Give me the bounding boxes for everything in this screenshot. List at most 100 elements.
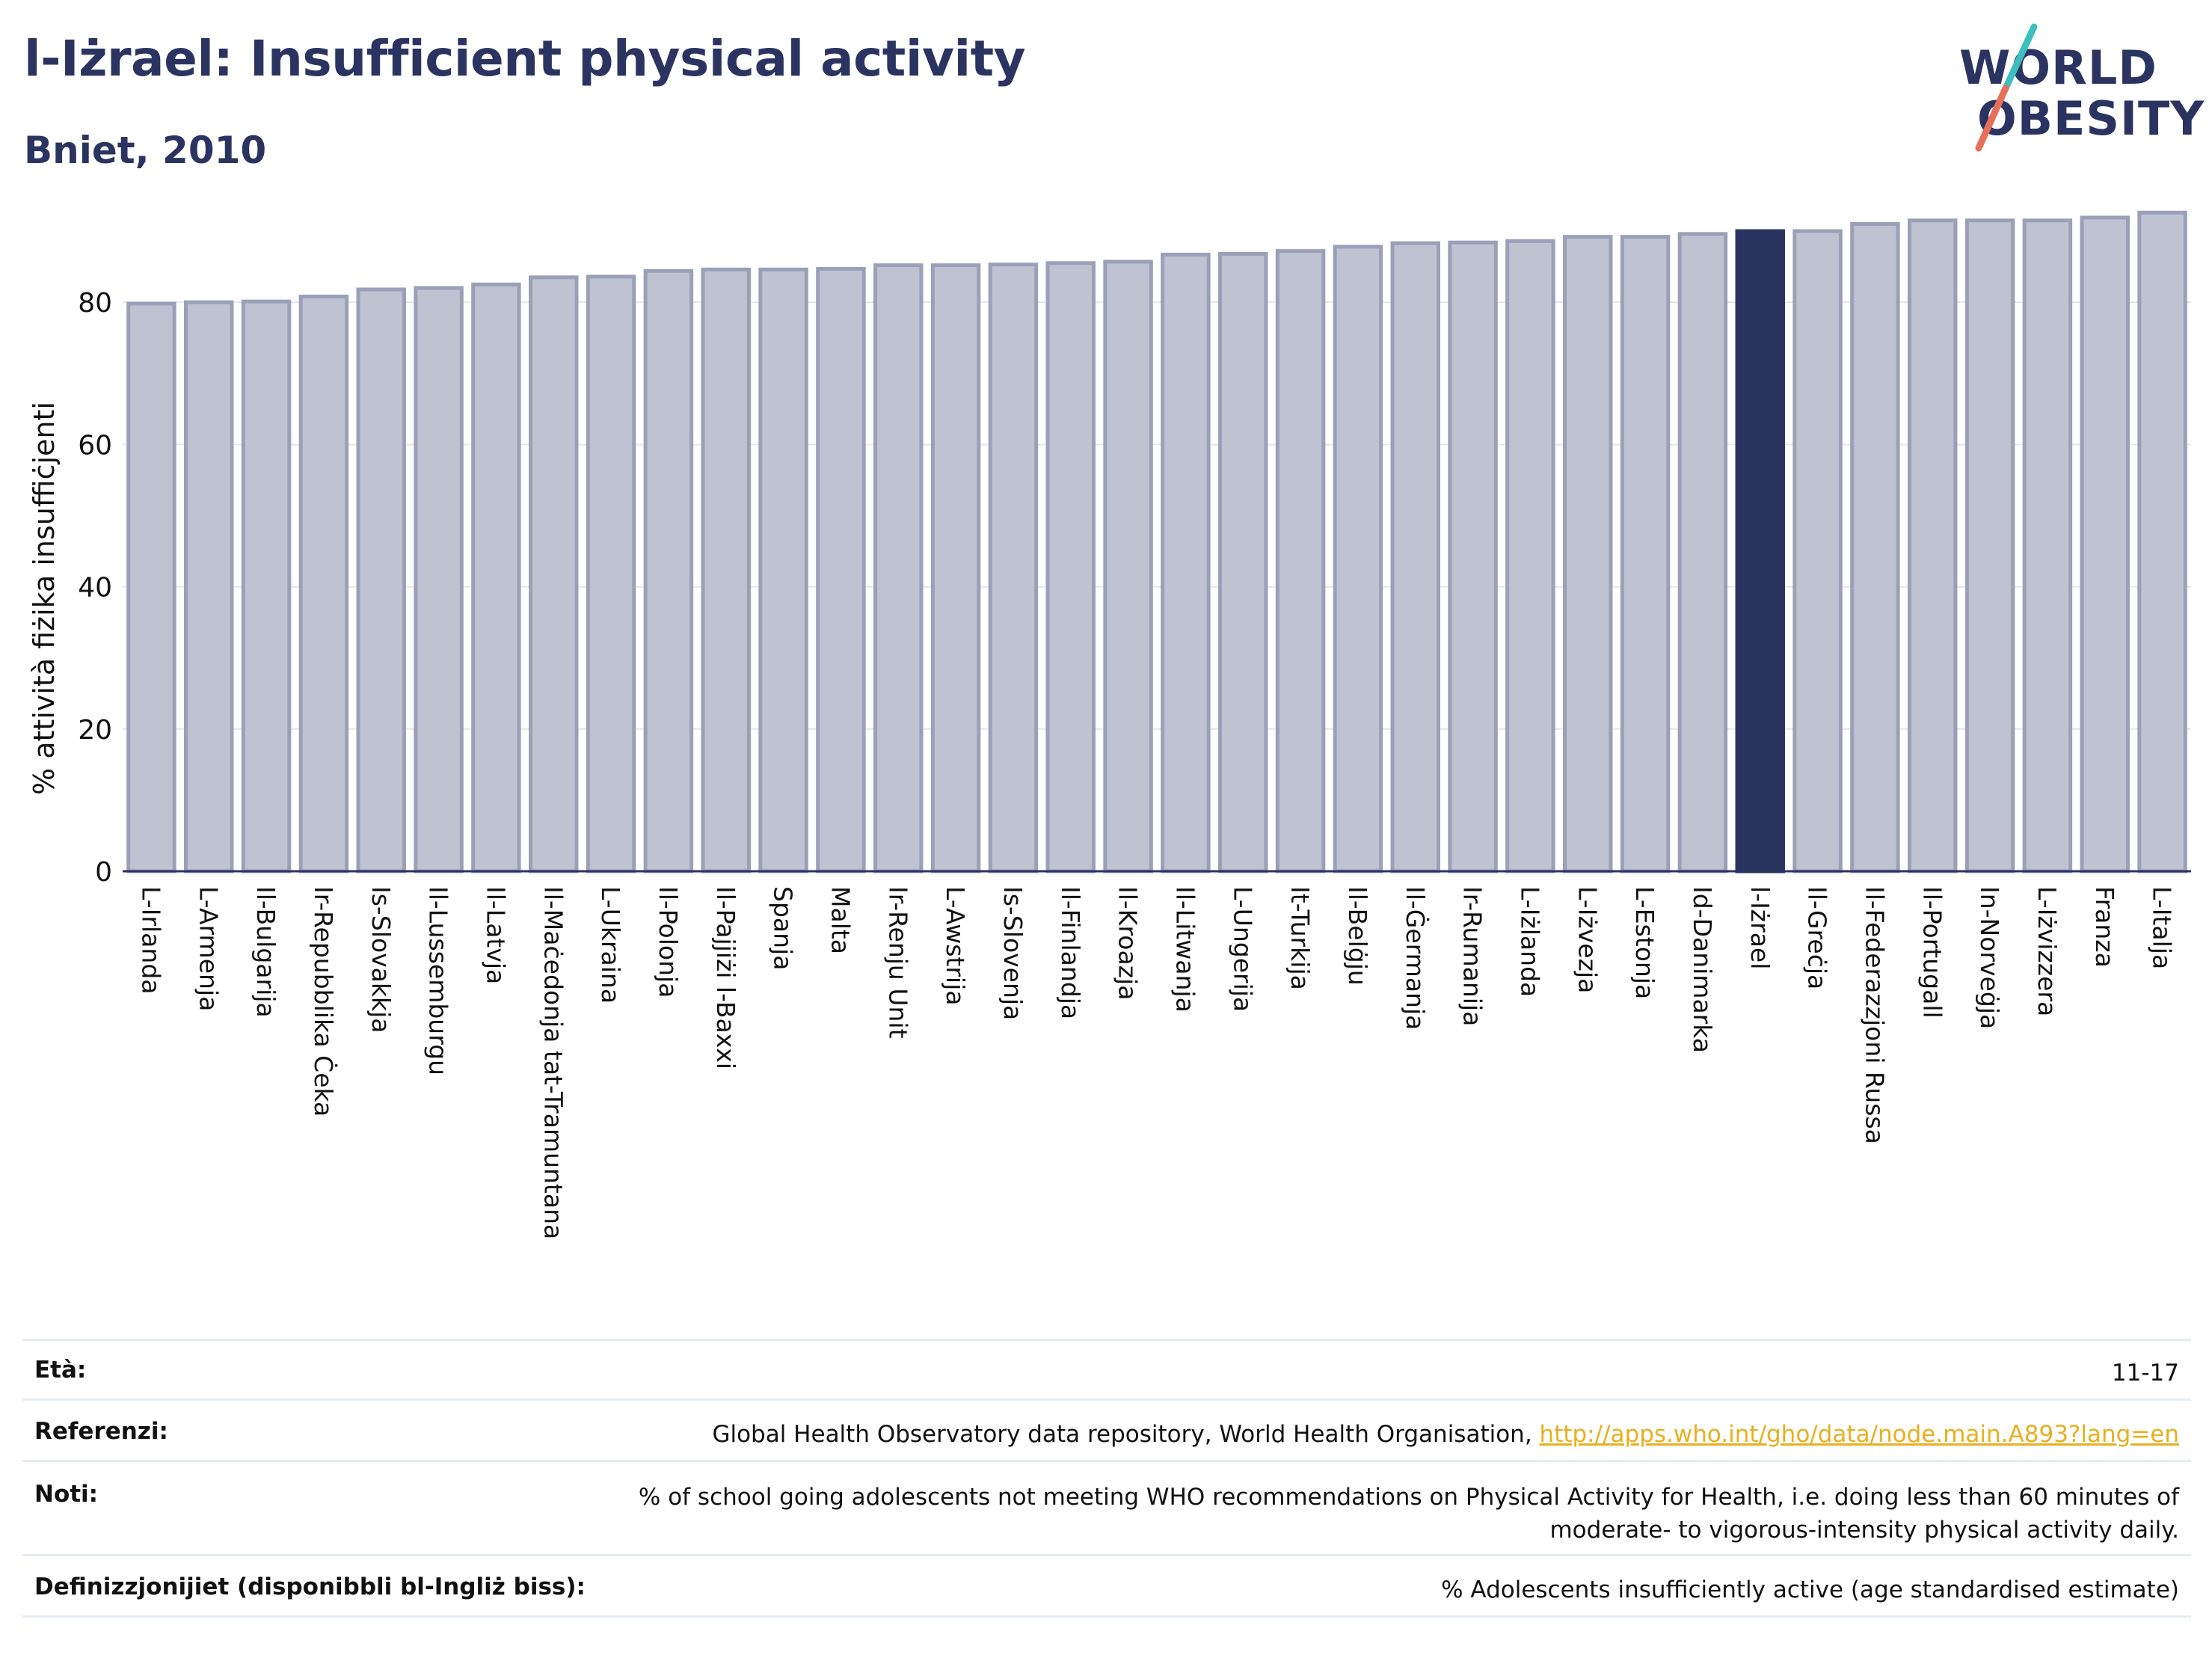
x-tick-label: L-Armenja	[194, 886, 223, 1011]
bar	[241, 299, 292, 873]
bar	[356, 287, 406, 873]
bar	[1103, 260, 1153, 873]
bar-chart: 0 20 40 60 80 L-Irlanda L-Armenja Il-Bulgarija…	[28, 210, 2191, 1239]
page-title: l-Iżrael: Insufficient physical activity	[24, 30, 1026, 87]
logo-slash-icon	[1975, 23, 2038, 152]
bar	[1505, 239, 1555, 873]
bar	[1908, 218, 1958, 873]
bar	[1850, 222, 1900, 873]
bar	[1563, 235, 1613, 873]
meta-references-text: Global Health Observatory data repositor…	[712, 1421, 1540, 1448]
bar	[873, 263, 924, 873]
meta-age-label: Età:	[34, 1357, 87, 1384]
x-tick-label: L-Ungerija	[1228, 886, 1257, 1012]
bar	[1792, 229, 1843, 873]
x-tick-label: Franza	[2090, 886, 2119, 968]
logo-word-world: WORLD	[1959, 40, 2157, 95]
x-tick-label: Malta	[826, 886, 855, 954]
x-tick-label: Is-Slovenja	[998, 886, 1027, 1020]
x-tick-label: l-Iżrael	[1745, 886, 1775, 969]
x-tick-label: Is-Slovakkja	[366, 886, 396, 1034]
bar	[126, 301, 176, 873]
x-tick-label: Spanja	[769, 886, 798, 970]
bar	[414, 286, 464, 873]
bar	[1620, 235, 1671, 873]
bar	[1448, 240, 1498, 873]
x-tick-label: Il-Bulgarija	[251, 886, 280, 1018]
meta-references-label: Referenzi:	[34, 1418, 168, 1445]
x-tick-label: It-Turkija	[1285, 886, 1315, 990]
bar	[184, 300, 234, 873]
x-tick-label: Ir-Rumanija	[1458, 886, 1487, 1026]
meta-divider-2	[22, 1460, 2191, 1462]
meta-notes-line2: moderate- to vigorous-intensity physical…	[1549, 1517, 2179, 1544]
x-tick-label: Il-Federazzjoni Russa	[1860, 886, 1889, 1144]
meta-definitions-value: % Adolescents insufficiently active (age…	[1441, 1576, 2179, 1603]
bar	[930, 263, 981, 873]
bars	[126, 210, 2187, 873]
logo-word-obesity: OBESITY	[1977, 91, 2205, 146]
bar	[586, 274, 636, 873]
meta-notes-value: % of school going adolescents not meetin…	[639, 1481, 2179, 1547]
bar	[1275, 249, 1326, 873]
bar	[2022, 218, 2073, 873]
x-tick-label: Il-Portugall	[1917, 886, 1947, 1019]
bar	[643, 268, 694, 873]
x-tick-label: Il-Lussemburgu	[424, 886, 453, 1075]
bar	[988, 262, 1039, 873]
y-axis-title: % attività fiżika insuffiċjenti	[28, 402, 61, 795]
x-tick-label: L-Iżlanda	[1515, 886, 1544, 997]
bar	[1964, 218, 2015, 873]
y-tick-label: 60	[78, 430, 112, 461]
bar	[816, 266, 866, 873]
x-tick-label: L-Italja	[2148, 886, 2177, 969]
x-tick-label: L-Ukraina	[596, 886, 625, 1004]
x-tick-label: L-Iżvizzera	[2033, 886, 2062, 1016]
x-axis: L-Irlanda L-Armenja Il-Bulgarija Ir-Repubbl…	[123, 870, 2191, 1239]
x-tick-label: Il-Greċja	[1803, 886, 1832, 989]
x-tick-label: In-Norveġja	[1975, 886, 2004, 1029]
bar	[1045, 261, 1096, 873]
x-tick-label: Il-Pajjiżi l-Baxxi	[711, 886, 740, 1069]
x-tick-label: Id-Danimarka	[1688, 886, 1717, 1053]
bar	[1333, 245, 1383, 873]
meta-divider-3	[22, 1554, 2191, 1556]
bar	[471, 282, 521, 873]
meta-references-link[interactable]: http://apps.who.int/gho/data/node.main.A…	[1539, 1421, 2179, 1448]
meta-divider-bottom	[22, 1615, 2191, 1618]
y-tick-label: 40	[78, 573, 112, 604]
x-tick-label: Ir-Repubblika Ċeka	[309, 886, 339, 1117]
meta-definitions-label: Definizzjonijiet (disponibbli bl-Ingliż …	[34, 1573, 586, 1600]
bar	[1390, 241, 1440, 873]
x-tick-label: Il-Finlandja	[1056, 886, 1085, 1019]
x-tick-label: Il-Belġju	[1343, 886, 1372, 986]
x-tick-label: Il-Polonja	[654, 886, 683, 998]
x-tick-label: Il-Latvja	[481, 886, 510, 984]
x-tick-label: Il-Litwanja	[1170, 886, 1199, 1013]
bar	[1677, 232, 1728, 873]
y-tick-label: 20	[78, 715, 112, 746]
x-tick-label: L-Awstrija	[941, 886, 970, 1005]
x-tick-label: Il-Maċedonja tat-Tramuntana	[538, 886, 568, 1239]
meta-notes-label: Noti:	[34, 1481, 99, 1508]
bar	[1161, 252, 1211, 873]
x-tick-label: L-Estonja	[1630, 886, 1659, 999]
y-tick-label: 80	[78, 288, 112, 319]
x-tick-label: L-Iżvezja	[1573, 886, 1602, 993]
bar	[701, 267, 751, 873]
meta-notes-line1: % of school going adolescents not meetin…	[638, 1484, 2179, 1511]
meta-references-value: Global Health Observatory data repositor…	[712, 1418, 2179, 1451]
bar-highlight	[1735, 229, 1785, 873]
bar	[2080, 215, 2130, 873]
meta-age-value: 11-17	[2111, 1360, 2179, 1387]
bar	[1218, 251, 1268, 873]
meta-divider-top	[22, 1339, 2191, 1341]
x-tick-label: Ir-Renju Unit	[883, 886, 912, 1039]
bar	[758, 267, 808, 873]
bar	[298, 295, 349, 873]
page-subtitle: Bniet, 2010	[24, 129, 267, 172]
bar	[529, 275, 579, 873]
y-tick-label: 0	[95, 857, 112, 888]
y-axis: 0 20 40 60 80	[78, 288, 112, 888]
meta-divider-1	[22, 1398, 2191, 1401]
